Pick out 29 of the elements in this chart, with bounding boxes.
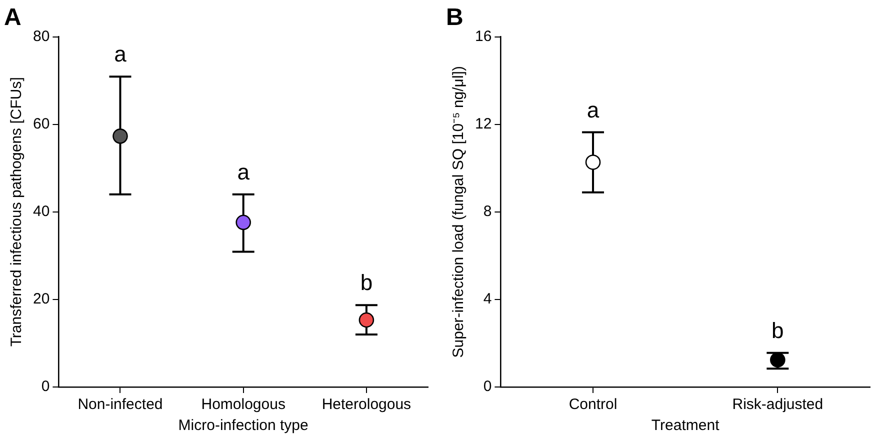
- y-tick-label: 4: [483, 290, 492, 308]
- x-tick-label: Control: [568, 396, 618, 414]
- y-tick-label: 20: [32, 290, 50, 308]
- y-tick-label: 40: [32, 203, 50, 220]
- y-tick-label: 0: [41, 378, 50, 396]
- y-tick-label: 16: [474, 28, 492, 45]
- x-tick-label: Heterologous: [322, 396, 412, 414]
- point: [112, 128, 128, 144]
- y-axis-title: Transferred infectious pathogens [CFUs]: [8, 77, 26, 347]
- y-axis-title: Super-infection load (fungal SQ [10⁻⁵ ng/μl]): [450, 66, 468, 358]
- x-tick-label: Non-infected: [78, 396, 163, 414]
- y-tick-label: 0: [483, 378, 492, 396]
- y-tick-label: 80: [32, 28, 50, 45]
- y-tick-label: 60: [32, 115, 50, 132]
- x-axis-title: Treatment: [651, 417, 720, 434]
- annotation: a: [114, 42, 128, 67]
- annotation: a: [237, 159, 250, 184]
- annotation: b: [772, 318, 784, 343]
- x-tick-label: Homologous: [201, 396, 286, 414]
- x-tick-label: Risk-adjusted: [732, 396, 824, 414]
- y-tick-label: 8: [483, 203, 492, 220]
- chart-title: B: [446, 4, 464, 32]
- annotation: b: [360, 270, 373, 296]
- chart-title: A: [4, 4, 22, 32]
- x-axis-title: Micro-infection type: [178, 417, 308, 434]
- point: [358, 312, 374, 328]
- point: [236, 214, 251, 230]
- annotation: a: [586, 97, 600, 122]
- y-tick-label: 12: [474, 115, 492, 132]
